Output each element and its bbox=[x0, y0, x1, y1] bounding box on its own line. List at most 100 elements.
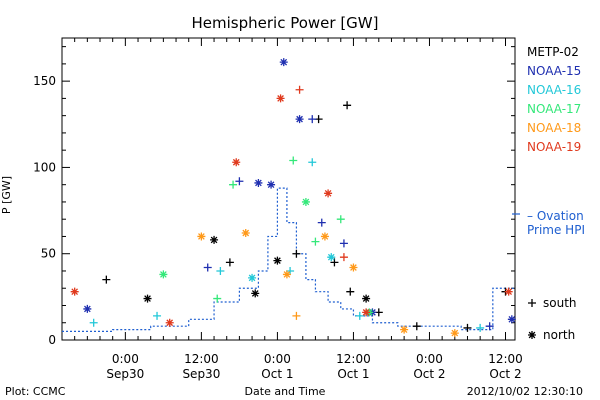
plus-marker bbox=[292, 249, 301, 258]
plus-marker bbox=[317, 218, 326, 227]
star-marker bbox=[251, 289, 260, 298]
star-marker bbox=[83, 304, 92, 313]
x-axis-label: Date and Time bbox=[245, 385, 326, 398]
star-marker bbox=[507, 315, 516, 324]
star-marker bbox=[248, 273, 257, 282]
series-noaa-17 bbox=[159, 156, 374, 317]
ovation-prime-hpi-line bbox=[62, 187, 515, 332]
star-marker bbox=[324, 189, 333, 198]
star-marker bbox=[70, 287, 79, 296]
legend-entry: NOAA-19 bbox=[527, 140, 581, 154]
plus-marker bbox=[463, 323, 472, 332]
y-tick-label: 0 bbox=[48, 333, 56, 347]
y-tick-label: 50 bbox=[41, 247, 56, 261]
plus-marker bbox=[89, 318, 98, 327]
plus-marker bbox=[476, 323, 485, 332]
y-tick-label: 100 bbox=[33, 160, 56, 174]
x-tick-label-date: Sep30 bbox=[182, 367, 220, 381]
legend-ovation-line1: – Ovation bbox=[527, 209, 584, 223]
star-marker bbox=[301, 197, 310, 206]
plus-marker bbox=[308, 158, 317, 167]
plus-marker bbox=[289, 156, 298, 165]
star-marker bbox=[349, 263, 358, 272]
plus-marker bbox=[343, 101, 352, 110]
plus-marker bbox=[355, 311, 364, 320]
series-noaa-15 bbox=[83, 58, 516, 331]
y-tick-label: 150 bbox=[33, 74, 56, 88]
star-marker bbox=[528, 331, 536, 339]
star-marker bbox=[450, 329, 459, 338]
series-noaa-16 bbox=[89, 158, 485, 332]
x-tick-label-time: 0:00 bbox=[112, 352, 139, 366]
footer-left: Plot: CCMC bbox=[5, 385, 66, 398]
y-axis-label: P [GW] bbox=[0, 176, 13, 214]
plus-marker bbox=[213, 294, 222, 303]
plus-marker bbox=[102, 275, 111, 284]
footer-right: 2012/10/02 12:30:10 bbox=[467, 385, 583, 398]
plus-marker bbox=[235, 177, 244, 186]
legend: METP-02 NOAA-15 NOAA-16 NOAA-17 NOAA-18 NOAA-… bbox=[512, 45, 585, 342]
legend-entry: NOAA-17 bbox=[527, 102, 581, 116]
star-marker bbox=[159, 270, 168, 279]
plus-marker bbox=[295, 85, 304, 94]
star-marker bbox=[276, 94, 285, 103]
plus-marker bbox=[203, 263, 212, 272]
x-tick-label-time: 0:00 bbox=[264, 352, 291, 366]
star-marker bbox=[279, 58, 288, 67]
plus-marker bbox=[216, 266, 225, 275]
x-tick-label-date: Oct 2 bbox=[413, 367, 445, 381]
plus-marker bbox=[336, 215, 345, 224]
star-marker bbox=[241, 229, 250, 238]
legend-entry: METP-02 bbox=[527, 45, 579, 59]
legend-entry: NOAA-16 bbox=[527, 83, 581, 97]
star-marker bbox=[267, 180, 276, 189]
x-tick-label-date: Oct 1 bbox=[261, 367, 293, 381]
legend-entry: NOAA-15 bbox=[527, 64, 581, 78]
star-marker bbox=[362, 308, 371, 317]
star-marker bbox=[295, 115, 304, 124]
star-marker bbox=[232, 158, 241, 167]
plus-marker bbox=[485, 322, 494, 331]
plus-marker bbox=[308, 115, 317, 124]
plus-marker bbox=[153, 311, 162, 320]
plus-marker bbox=[225, 258, 234, 267]
star-marker bbox=[320, 232, 329, 241]
legend-symbol-south: south bbox=[543, 296, 577, 310]
star-marker bbox=[273, 256, 282, 265]
star-marker bbox=[197, 232, 206, 241]
legend-symbol-north: north bbox=[543, 328, 575, 342]
chart-title: Hemispheric Power [GW] bbox=[192, 14, 379, 32]
plus-marker bbox=[346, 287, 355, 296]
star-marker bbox=[254, 178, 263, 187]
x-tick-label-time: 12:00 bbox=[488, 352, 523, 366]
x-tick-label-date: Sep30 bbox=[106, 367, 144, 381]
series-metp-02 bbox=[102, 101, 510, 332]
series-noaa-18 bbox=[197, 229, 459, 338]
plus-marker bbox=[311, 237, 320, 246]
plus-marker bbox=[339, 253, 348, 262]
star-marker bbox=[210, 235, 219, 244]
x-tick-label-date: Oct 2 bbox=[489, 367, 521, 381]
star-marker bbox=[362, 294, 371, 303]
legend-entry: NOAA-18 bbox=[527, 121, 581, 135]
star-marker bbox=[165, 318, 174, 327]
x-tick-label-time: 12:00 bbox=[336, 352, 371, 366]
star-marker bbox=[504, 287, 513, 296]
x-tick-label-date: Oct 1 bbox=[337, 367, 369, 381]
star-marker bbox=[400, 325, 409, 334]
x-tick-label-time: 0:00 bbox=[416, 352, 443, 366]
x-tick-label-time: 12:00 bbox=[184, 352, 219, 366]
plus-marker bbox=[339, 239, 348, 248]
star-marker bbox=[282, 270, 291, 279]
plus-marker bbox=[412, 322, 421, 331]
plus-marker bbox=[528, 299, 536, 307]
star-marker bbox=[327, 253, 336, 262]
plus-marker bbox=[292, 311, 301, 320]
plus-marker bbox=[229, 180, 238, 189]
series-noaa-19 bbox=[70, 85, 513, 327]
star-marker bbox=[143, 294, 152, 303]
plot-frame bbox=[61, 37, 516, 341]
legend-ovation-line2: Prime HPI bbox=[527, 223, 585, 237]
